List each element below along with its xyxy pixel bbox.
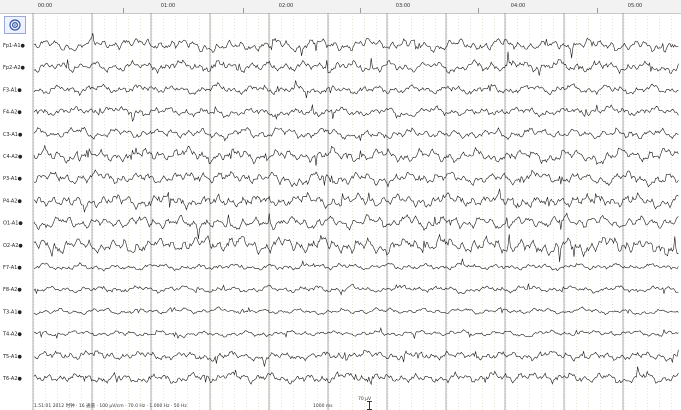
channel-label[interactable]: T4-A2● <box>2 332 23 338</box>
time-label: 02:00 <box>278 3 294 9</box>
channel-label[interactable]: T3-A1● <box>2 309 23 315</box>
eeg-trace <box>33 104 679 122</box>
eeg-traces[interactable]: Fp1-A1● Fp2-A2● F3-A1● F4-A2● C3-A1● C4-A2● P3… <box>0 13 681 410</box>
target-icon <box>9 19 21 31</box>
eeg-trace <box>33 233 679 263</box>
time-label: 03:00 <box>395 3 411 9</box>
eeg-trace <box>33 306 679 316</box>
eeg-trace <box>33 126 679 142</box>
eeg-trace <box>33 326 679 340</box>
time-label: 01:00 <box>160 3 176 9</box>
time-label: 04:00 <box>510 3 526 9</box>
eeg-trace <box>33 51 679 76</box>
eeg-trace <box>33 366 679 386</box>
channel-label[interactable]: F8-A2● <box>3 287 22 293</box>
channel-label[interactable]: Fp2-A2● <box>3 65 26 71</box>
eeg-trace <box>33 212 679 239</box>
time-tick <box>597 8 598 13</box>
eeg-trace <box>33 80 679 99</box>
channel-label[interactable]: C3-A1● <box>3 132 23 138</box>
status-bar: 1.51:01 2012 时钟 · 16 通道 · 100 μV/cm · 70… <box>0 397 681 410</box>
channel-labels: Fp1-A1● Fp2-A2● F3-A1● F4-A2● C3-A1● C4-A2● P3… <box>2 43 26 382</box>
channel-label[interactable]: T6-A2● <box>2 376 23 382</box>
grid <box>32 13 672 410</box>
time-tick <box>478 8 479 13</box>
trace-group <box>33 33 679 386</box>
channel-label[interactable]: O2-A2● <box>3 243 23 249</box>
settings-button[interactable] <box>4 16 26 34</box>
time-ruler[interactable]: 00:00 01:00 02:00 03:00 04:00 05:00 <box>0 0 681 14</box>
amplitude-scale-label: 70 μV <box>358 397 372 402</box>
amplitude-scale-marker <box>367 401 372 410</box>
time-tick <box>123 8 124 13</box>
channel-label[interactable]: P3-A1● <box>3 176 22 182</box>
time-tick <box>360 8 361 13</box>
channel-label[interactable]: C4-A2● <box>3 154 23 160</box>
eeg-trace <box>33 349 679 367</box>
time-label: 00:00 <box>37 3 53 9</box>
eeg-trace <box>33 169 679 188</box>
status-text: 1.51:01 2012 时钟 · 16 通道 · 100 μV/cm · 70… <box>34 404 187 409</box>
time-label: 05:00 <box>627 3 643 9</box>
channel-label[interactable]: T5-A1● <box>2 354 23 360</box>
eeg-trace <box>33 283 679 296</box>
channel-label[interactable]: Fp1-A1● <box>3 43 26 49</box>
eeg-trace <box>33 188 679 213</box>
time-scale-label: 1000 ms <box>313 404 333 409</box>
channel-label[interactable]: F7-A1● <box>3 265 22 271</box>
channel-label[interactable]: F4-A2● <box>3 110 22 116</box>
eeg-trace <box>33 33 679 59</box>
channel-label[interactable]: F3-A1● <box>3 87 22 93</box>
eeg-trace <box>33 258 679 272</box>
time-tick <box>243 8 244 13</box>
channel-label[interactable]: O1-A1● <box>3 221 23 227</box>
channel-label[interactable]: P4-A2● <box>3 198 22 204</box>
eeg-trace <box>33 144 679 166</box>
